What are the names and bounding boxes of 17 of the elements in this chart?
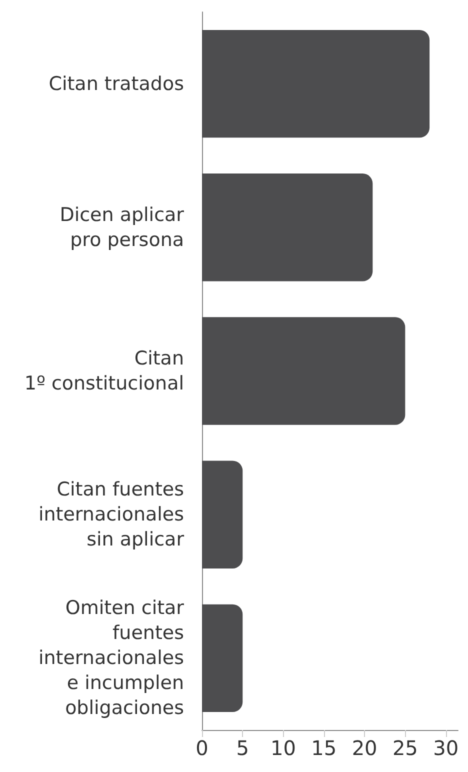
y-tick-label: Citan fuentes internacionales sin aplicar: [38, 478, 184, 551]
y-tick-label: Citan 1º constitucional: [24, 348, 184, 394]
bar: [202, 317, 406, 425]
x-tick-label: 30: [433, 736, 459, 760]
bar: [202, 174, 373, 282]
x-tick-label: 20: [352, 736, 378, 760]
y-tick-label: Citan tratados: [48, 72, 184, 95]
x-tick-label: 0: [196, 736, 208, 760]
bar: [202, 604, 243, 712]
x-tick-label: 25: [392, 736, 418, 760]
y-tick-label: Dicen aplicar pro persona: [60, 204, 184, 251]
bar: [202, 30, 430, 138]
y-tick-label: Omiten citar fuentes internacionales e incumplen obligaciones: [38, 597, 184, 720]
x-tick-label: 15: [311, 736, 337, 760]
bar: [202, 460, 243, 568]
x-tick-label: 10: [270, 736, 296, 760]
x-tick-label: 5: [236, 736, 249, 760]
